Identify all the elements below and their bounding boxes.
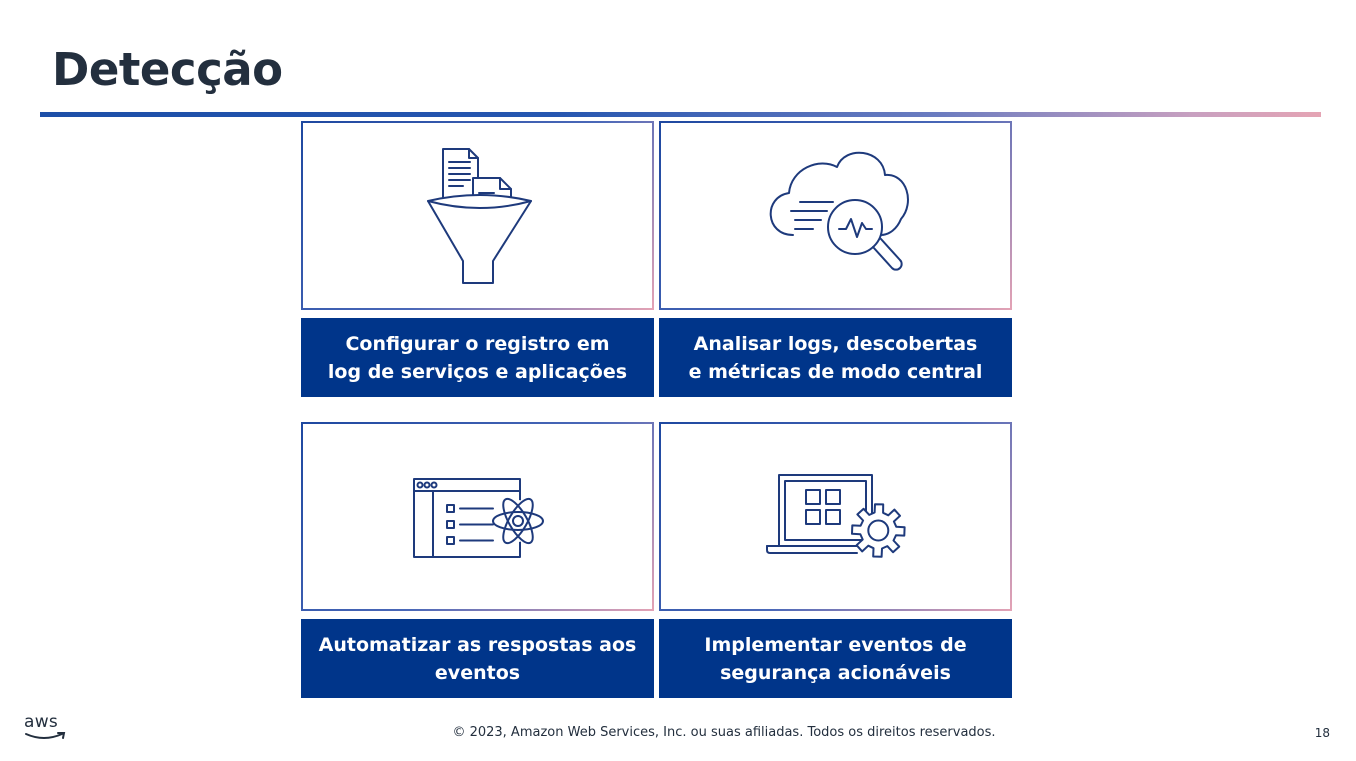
card-logging-label: Configurar o registro em log de serviços… <box>301 318 654 397</box>
aws-smile-icon <box>25 732 66 739</box>
card-automation-image <box>301 422 654 611</box>
copyright-notice: © 2023, Amazon Web Services, Inc. ou sua… <box>452 725 996 740</box>
card-security-events-image <box>659 422 1012 611</box>
aws-logo: aws <box>24 712 70 746</box>
funnel-documents-icon <box>427 148 532 284</box>
aws-logo-text: aws <box>24 712 59 732</box>
page-number: 18 <box>1314 726 1330 740</box>
card-analysis-image <box>659 121 1012 310</box>
card-analysis-label: Analisar logs, descobertas e métricas de… <box>659 318 1012 397</box>
laptop-gear-icon <box>766 474 906 558</box>
card-automation-label: Automatizar as respostas aos eventos <box>301 619 654 698</box>
card-security-events-label: Implementar eventos de segurança acionáv… <box>659 619 1012 698</box>
card-logging-image <box>301 121 654 310</box>
title-gradient-rule <box>40 112 1321 117</box>
slide-title: Detecção <box>52 43 283 96</box>
cloud-magnifier-icon <box>769 151 909 271</box>
browser-automation-icon <box>413 478 544 558</box>
